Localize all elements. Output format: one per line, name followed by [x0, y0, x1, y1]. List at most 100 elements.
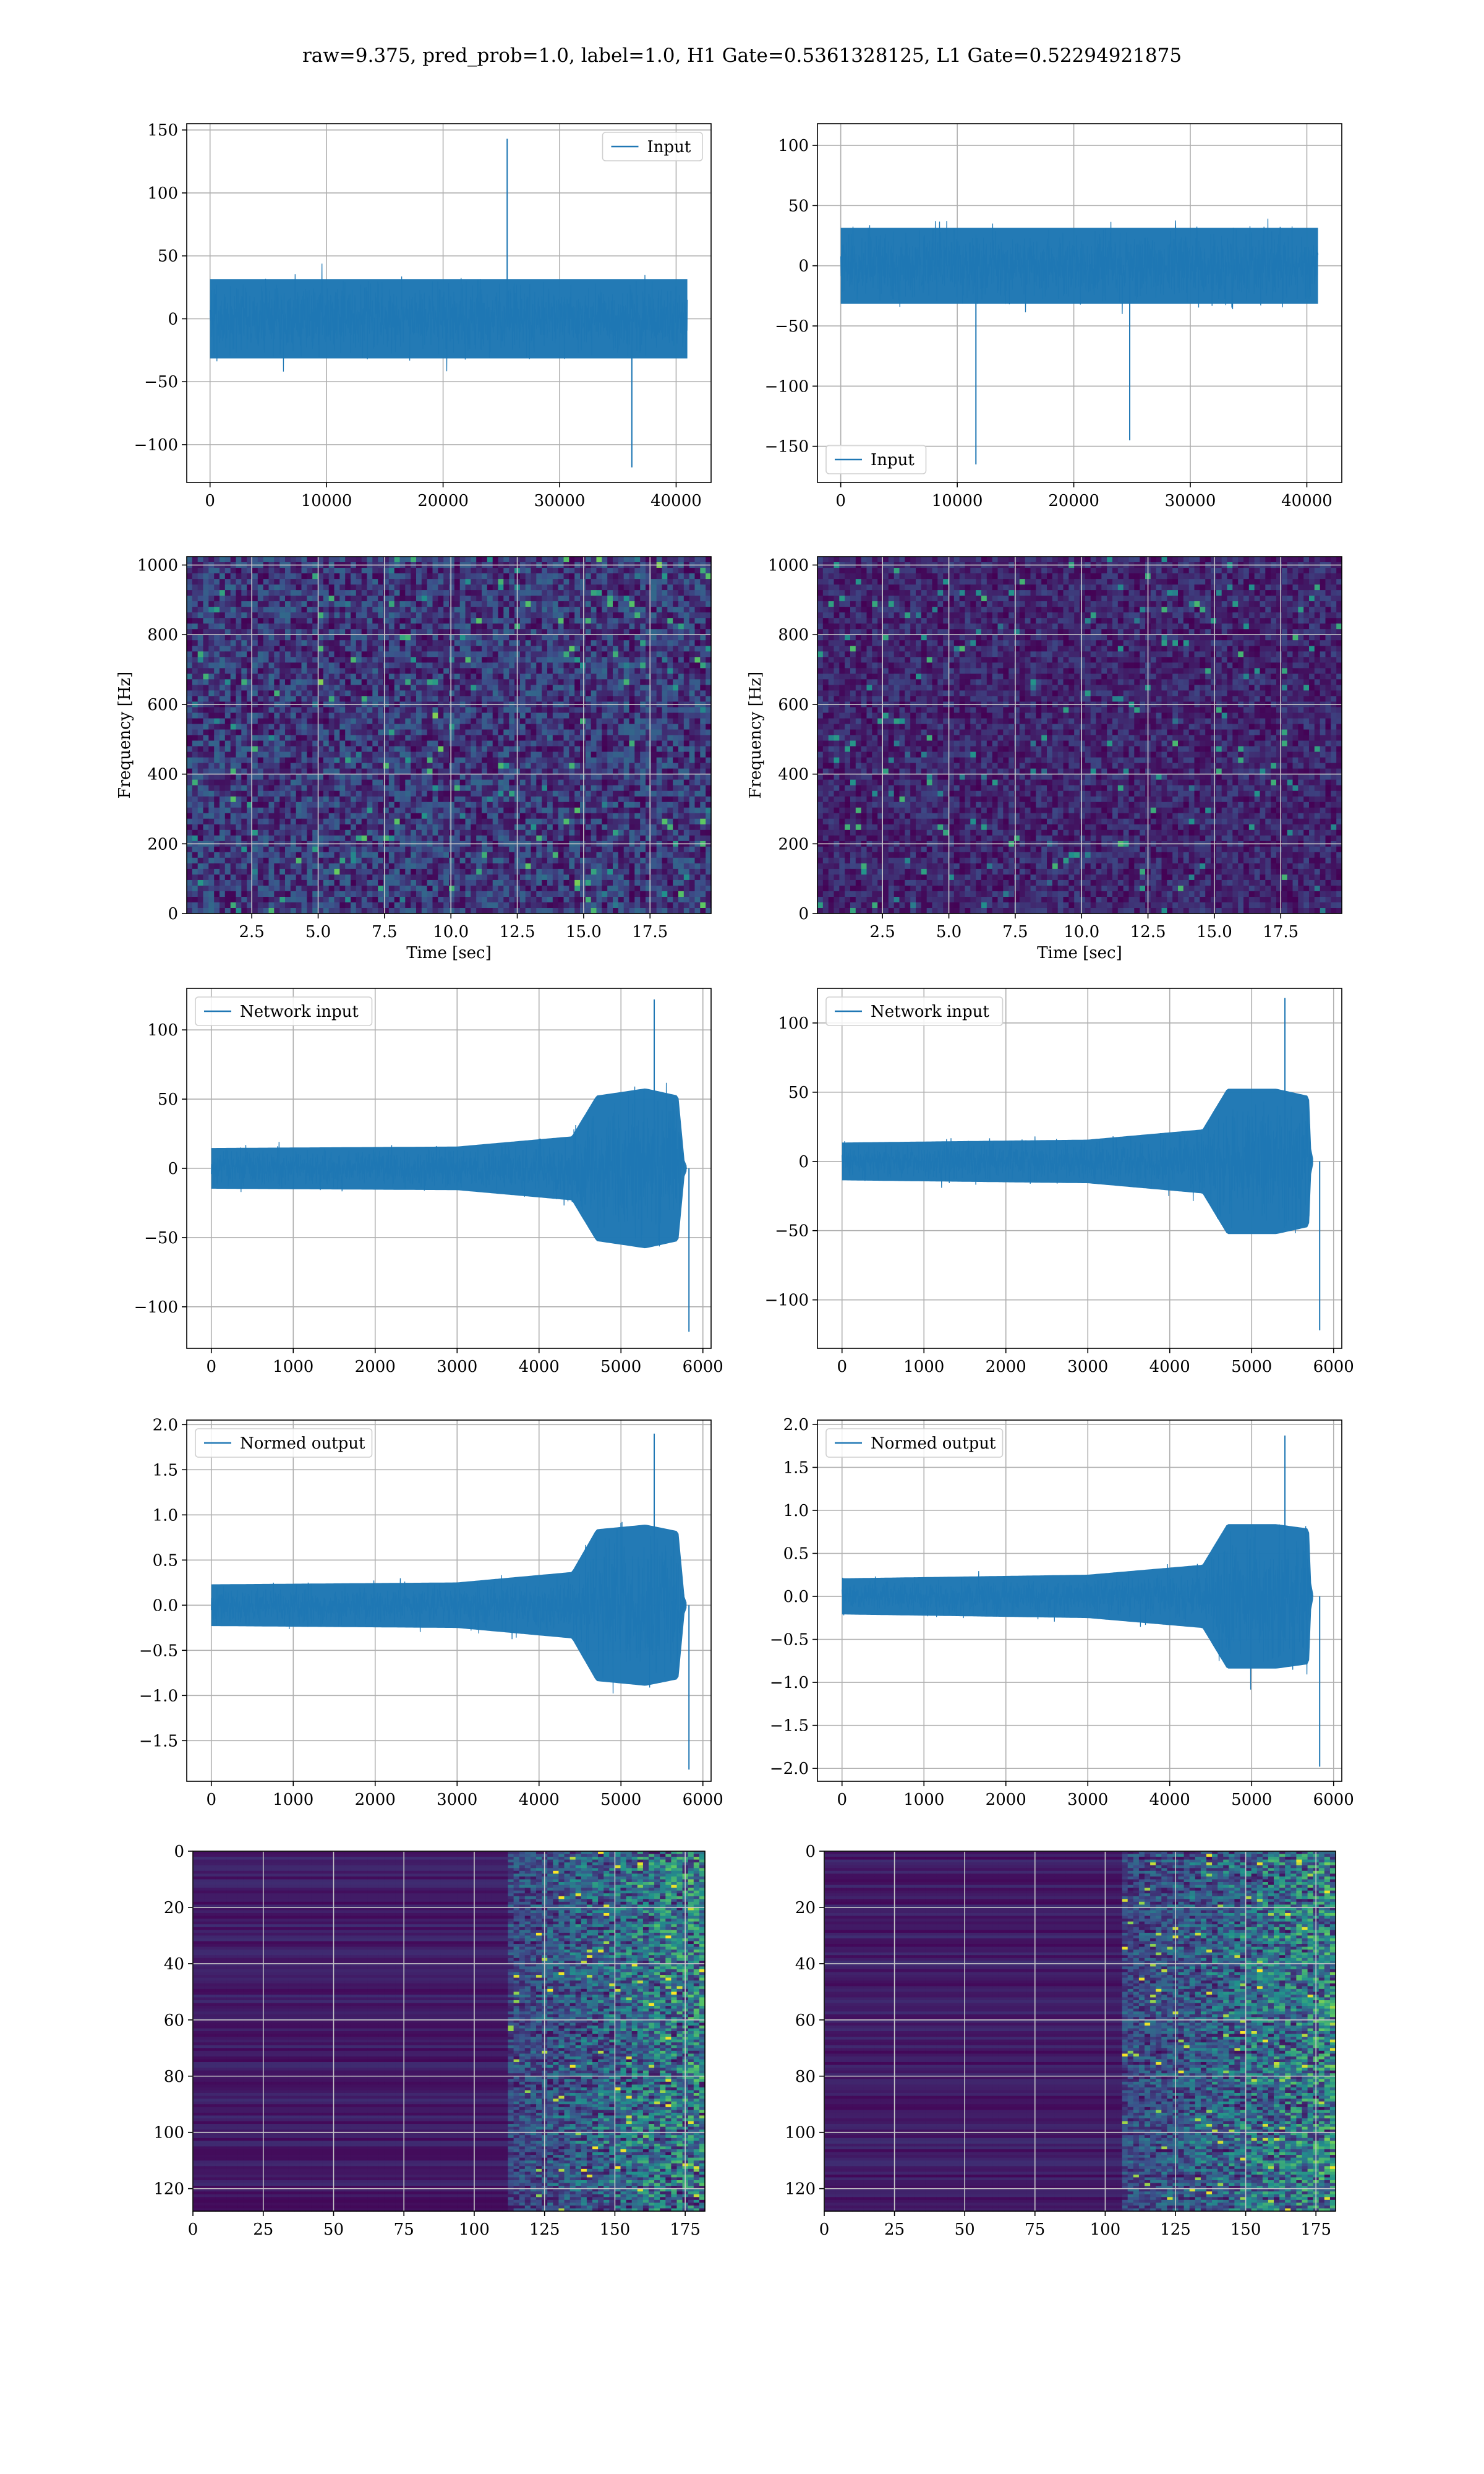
y-tick-label: 0: [168, 310, 178, 328]
heatmap-cell: [214, 657, 220, 663]
heatmap-cell: [187, 623, 193, 630]
heatmap-cell: [618, 651, 625, 657]
heatmap-cell: [285, 768, 291, 775]
heatmap-cell: [203, 618, 209, 624]
heatmap-cell: [487, 779, 493, 786]
heatmap-cell: [388, 774, 395, 781]
heatmap-cell: [471, 757, 477, 764]
heatmap-cell: [667, 740, 673, 747]
heatmap-cell: [372, 713, 378, 719]
heatmap-cell: [694, 718, 701, 725]
heatmap-cell: [509, 763, 515, 769]
heatmap-cell: [307, 735, 313, 742]
heatmap-cell: [459, 623, 466, 630]
heatmap-cell: [689, 824, 696, 831]
heatmap-cell: [591, 612, 597, 618]
heatmap-cell: [683, 779, 690, 786]
heatmap-cell: [236, 835, 242, 842]
heatmap-cell: [646, 690, 652, 696]
heatmap-cell: [367, 829, 373, 836]
heatmap-cell: [580, 740, 586, 747]
heatmap-cell: [694, 774, 701, 781]
heatmap-cell: [372, 785, 378, 792]
heatmap-cell: [411, 679, 417, 685]
heatmap-cell: [318, 768, 324, 775]
heatmap-cell: [268, 623, 275, 630]
heatmap-cell: [257, 618, 264, 624]
heatmap-cell: [503, 724, 510, 730]
heatmap-cell: [547, 596, 553, 602]
heatmap-cell: [192, 629, 198, 635]
heatmap-cell: [454, 579, 461, 585]
heatmap-cell: [623, 618, 630, 624]
heatmap-cell: [629, 651, 635, 657]
heatmap-cell: [673, 640, 679, 646]
heatmap-cell: [361, 607, 368, 613]
heatmap-cell: [443, 807, 450, 814]
heatmap-cell: [334, 713, 340, 719]
heatmap-cell: [372, 629, 378, 635]
heatmap-cell: [192, 623, 198, 630]
heatmap-cell: [236, 757, 242, 764]
heatmap-cell: [361, 824, 368, 831]
heatmap-cell: [646, 707, 652, 713]
heatmap-cell: [411, 590, 417, 596]
heatmap-cell: [552, 651, 559, 657]
heatmap-cell: [351, 618, 357, 624]
heatmap-cell: [689, 601, 696, 607]
heatmap-cell: [503, 729, 510, 736]
heatmap-cell: [574, 813, 581, 820]
heatmap-cell: [536, 813, 542, 820]
heatmap-cell: [203, 579, 209, 585]
heatmap-cell: [345, 596, 351, 602]
heatmap-cell: [279, 829, 286, 836]
heatmap-cell: [519, 679, 526, 685]
heatmap-cell: [367, 668, 373, 674]
heatmap-cell: [345, 573, 351, 580]
heatmap-cell: [187, 768, 193, 775]
heatmap-cell: [531, 829, 537, 836]
heatmap-cell: [487, 674, 493, 680]
heatmap-cell: [536, 668, 542, 674]
heatmap-cell: [378, 746, 384, 753]
heatmap-cell: [247, 690, 253, 696]
heatmap-cell: [296, 779, 302, 786]
heatmap-cell: [312, 824, 318, 831]
heatmap-cell: [706, 757, 712, 764]
heatmap-cell: [585, 618, 592, 624]
heatmap-cell: [394, 674, 401, 680]
heatmap-cell: [252, 674, 258, 680]
heatmap-cell: [683, 763, 690, 769]
heatmap-cell: [328, 729, 335, 736]
heatmap-cell: [405, 807, 411, 814]
heatmap-cell: [563, 640, 569, 646]
heatmap-cell: [296, 635, 302, 641]
heatmap-cell: [224, 590, 231, 596]
heatmap-cell: [542, 590, 548, 596]
heatmap-cell: [591, 629, 597, 635]
heatmap-cell: [536, 568, 542, 574]
heatmap-cell: [552, 774, 559, 781]
heatmap-cell: [465, 818, 471, 825]
heatmap-cell: [307, 746, 313, 753]
heatmap-cell: [662, 568, 668, 574]
heatmap-cell: [388, 696, 395, 702]
heatmap-cell: [459, 640, 466, 646]
heatmap-cell: [372, 740, 378, 747]
heatmap-cell: [421, 779, 428, 786]
heatmap-cell: [591, 802, 597, 808]
heatmap-cell: [285, 729, 291, 736]
heatmap-cell: [427, 813, 433, 820]
heatmap-cell: [459, 685, 466, 691]
heatmap-cell: [301, 640, 307, 646]
heatmap-cell: [247, 785, 253, 792]
heatmap-cell: [634, 796, 641, 803]
heatmap-cell: [498, 623, 504, 630]
heatmap-cell: [552, 573, 559, 580]
heatmap-cell: [646, 768, 652, 775]
heatmap-cell: [602, 640, 608, 646]
heatmap-cell: [301, 735, 307, 742]
heatmap-cell: [689, 657, 696, 663]
heatmap-cell: [241, 779, 247, 786]
heatmap-cell: [416, 785, 422, 792]
